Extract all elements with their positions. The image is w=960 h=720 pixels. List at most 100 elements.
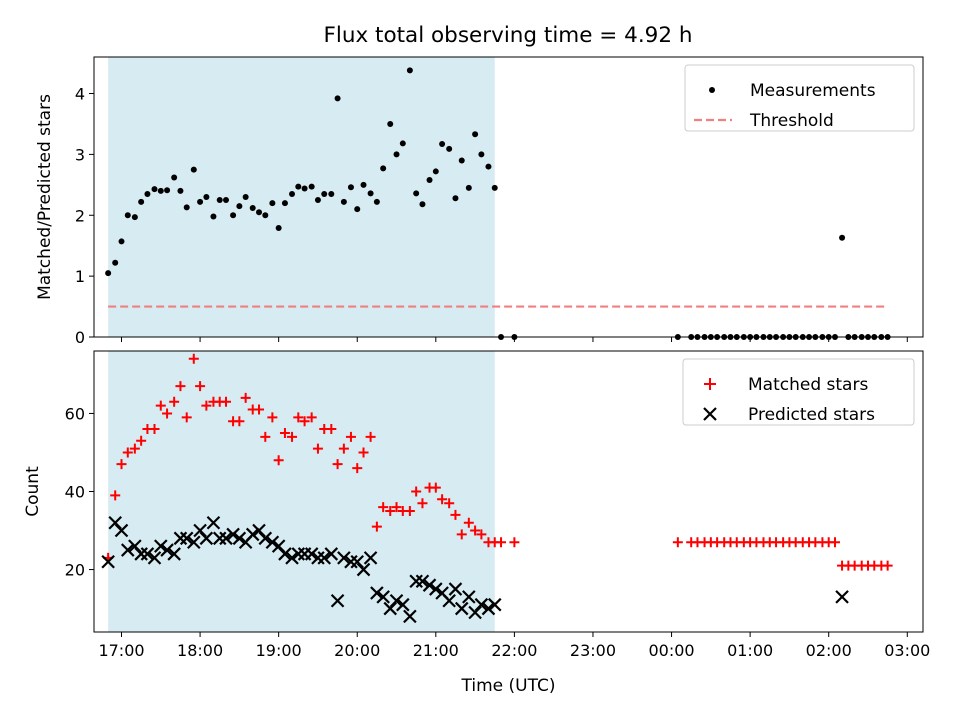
- measurement-point: [458, 157, 465, 164]
- predicted-point: [304, 547, 319, 561]
- measurement-point: [203, 194, 210, 200]
- predicted-point: [422, 578, 437, 592]
- matched-point: [365, 431, 376, 442]
- measurement-point: [387, 120, 394, 127]
- measurement-point: [491, 184, 498, 191]
- predicted-point: [370, 586, 384, 600]
- predicted-point: [415, 574, 430, 589]
- matched-point: [332, 459, 343, 470]
- predicted-point: [278, 547, 292, 561]
- measurement-point: [367, 190, 374, 197]
- matched-point: [430, 482, 441, 493]
- measurement-point: [151, 186, 158, 193]
- predicted-point: [344, 554, 358, 569]
- measurement-point: [439, 141, 446, 148]
- predicted-point: [258, 531, 273, 546]
- predicted-point: [199, 531, 214, 546]
- x-axis-label: Time (UTC): [461, 676, 556, 696]
- predicted-point: [324, 547, 339, 561]
- measurement-point: [373, 198, 380, 205]
- top-axes-frame: [93, 56, 924, 338]
- predicted-point: [219, 531, 233, 546]
- matched-point: [672, 537, 683, 548]
- measurement-point: [839, 234, 846, 241]
- matched-point: [371, 521, 382, 532]
- measurement-point: [399, 140, 406, 147]
- top-axes: 0 1 2 3 4 Matched/Predicted stars Measurements…: [35, 56, 924, 347]
- predicted-point: [448, 582, 463, 596]
- measurement-point: [269, 200, 276, 207]
- measurement-point: [262, 212, 269, 219]
- x-tick-label: 03:00: [884, 641, 930, 660]
- matched-point: [175, 381, 186, 392]
- bottom-legend: Matched stars Predicted stars: [682, 358, 915, 426]
- matched-point: [417, 498, 428, 509]
- measurement-point: [242, 194, 249, 200]
- predicted-point: [154, 539, 168, 553]
- matched-point: [352, 463, 363, 474]
- matched-point: [496, 537, 507, 548]
- measurement-point: [177, 187, 184, 194]
- matched-point: [338, 443, 349, 454]
- matched-point: [267, 412, 278, 423]
- top-legend: Measurements Threshold: [684, 64, 915, 132]
- bottom-y-axis-label: Count: [23, 466, 43, 517]
- matched-point: [411, 486, 422, 497]
- matched-point: [234, 416, 245, 427]
- x-tick-label: 00:00: [648, 641, 694, 660]
- measurement-point: [360, 181, 367, 188]
- measurement-point: [452, 195, 459, 202]
- x-tick-label: 02:00: [806, 641, 852, 660]
- matched-point: [882, 560, 893, 571]
- matched-point: [299, 416, 310, 427]
- bottom-axes: 20 40 60 17:00 18:00 19:00 20:00 21:00 22:00 23:0…: [23, 350, 930, 696]
- y-tick-label: 3: [75, 145, 85, 164]
- legend-predicted-swatch: [703, 407, 717, 421]
- measurement-point: [236, 203, 243, 210]
- matched-point: [116, 459, 127, 470]
- predicted-point: [134, 547, 148, 561]
- x-tick-label: 01:00: [727, 641, 773, 660]
- predicted-point: [232, 531, 247, 546]
- predicted-point: [462, 590, 476, 604]
- matched-point: [345, 431, 356, 442]
- matched-point: [181, 412, 192, 423]
- measurement-point: [406, 67, 413, 74]
- matched-point: [195, 381, 206, 392]
- measurement-point: [413, 190, 420, 197]
- legend-matched-swatch: [704, 378, 716, 390]
- x-tick-label: 23:00: [570, 641, 616, 660]
- matched-point: [306, 412, 317, 423]
- predicted-point: [147, 551, 162, 565]
- measurement-point: [281, 200, 288, 207]
- matched-point: [254, 404, 265, 415]
- matched-point: [287, 431, 298, 442]
- measurement-point: [157, 187, 164, 194]
- legend-box: [684, 64, 915, 132]
- matched-point: [110, 490, 121, 501]
- matched-point: [444, 498, 455, 509]
- measurement-point: [256, 209, 263, 216]
- measurement-point: [301, 185, 308, 192]
- matched-point: [378, 502, 389, 513]
- predicted-point: [330, 594, 345, 608]
- matched-point: [437, 494, 448, 505]
- top-observing-span: [108, 57, 495, 337]
- predicted-point: [409, 574, 423, 589]
- measurement-point: [340, 198, 347, 205]
- x-tick-label: 22:00: [491, 641, 537, 660]
- x-tick-label: 17:00: [98, 641, 144, 660]
- predicted-point: [389, 594, 404, 608]
- matched-point: [470, 525, 481, 536]
- predicted-point: [291, 547, 306, 561]
- matched-point: [404, 506, 415, 517]
- predicted-point: [101, 554, 115, 569]
- measurement-point: [347, 184, 354, 191]
- measurement-point: [210, 213, 217, 220]
- predicted-point: [226, 527, 240, 542]
- matched-point: [279, 427, 290, 438]
- measurement-point: [190, 166, 197, 173]
- x-tick-label: 18:00: [177, 641, 223, 660]
- matched-point: [456, 529, 467, 540]
- predicted-point: [167, 547, 181, 561]
